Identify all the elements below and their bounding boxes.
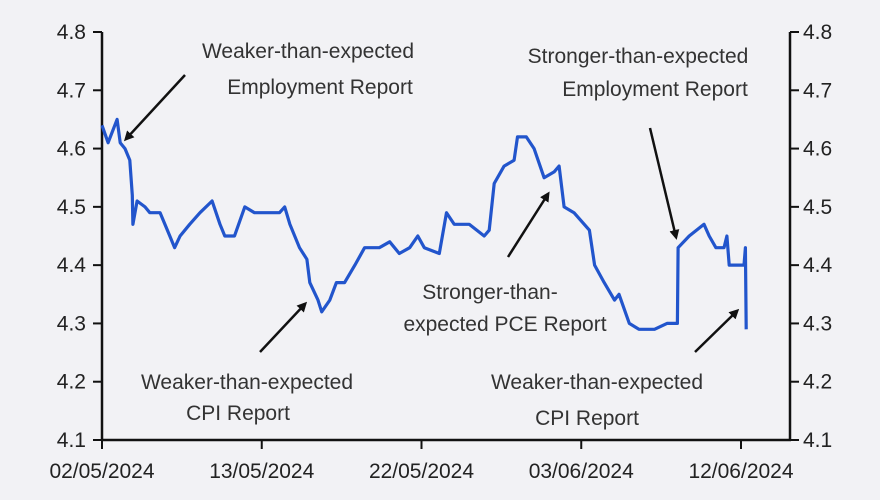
annotation-1-line1: Weaker-than-expected (202, 40, 414, 63)
annotation-arrow-1 (123, 74, 186, 142)
y-tick-label: 4.6 (57, 138, 86, 161)
y2-tick-label: 4.4 (803, 254, 833, 277)
annotation-arrow-4 (259, 301, 308, 353)
annotation-1-line2: Employment Report (227, 76, 413, 99)
y-tick-label: 4.7 (57, 79, 86, 102)
annotation-arrow-2 (648, 127, 680, 240)
annotation-3-line1: Stronger-than- (422, 281, 557, 304)
x-tick-label: 22/05/2024 (369, 460, 474, 483)
y2-tick-label: 4.7 (803, 79, 832, 102)
x-tick-label: 02/05/2024 (49, 460, 154, 483)
x-tick-label: 12/06/2024 (688, 460, 793, 483)
annotation-4-line2: CPI Report (186, 402, 290, 425)
annotations: Weaker-than-expected Employment Report S… (123, 40, 749, 430)
y2-tick-label: 4.5 (803, 196, 832, 219)
y2-tick-label: 4.6 (803, 138, 832, 161)
annotation-arrow-5 (694, 308, 740, 353)
annotation-3-line2: expected PCE Report (403, 313, 606, 336)
y2-tick-label: 4.8 (803, 21, 832, 44)
annotation-5-line1: Weaker-than-expected (491, 371, 703, 394)
annotation-arrow-3 (506, 191, 550, 258)
series-line (100, 117, 748, 331)
y-tick-label: 4.4 (57, 254, 87, 277)
annotation-2-line2: Employment Report (562, 78, 748, 101)
x-ticks: 02/05/2024 13/05/2024 22/05/2024 03/06/2024… (49, 440, 794, 483)
y-tick-label: 4.1 (57, 429, 86, 452)
y2-tick-label: 4.2 (803, 371, 832, 394)
y-tick-label: 4.3 (57, 312, 86, 335)
y-ticks: 4.1 4.1 4.2 4.2 4.3 4.3 4.4 4.4 4.5 4.5 4.6 4.6 4.7 4… (57, 21, 833, 452)
y-tick-label: 4.2 (57, 371, 86, 394)
y-tick-label: 4.8 (57, 21, 86, 44)
y2-tick-label: 4.1 (803, 429, 832, 452)
x-tick-label: 13/05/2024 (209, 460, 314, 483)
axes (100, 32, 792, 442)
annotation-5-line2: CPI Report (535, 407, 639, 430)
x-tick-label: 03/06/2024 (529, 460, 634, 483)
annotation-2-line1: Stronger-than-expected (528, 45, 749, 68)
y-tick-label: 4.5 (57, 196, 86, 219)
annotation-4-line1: Weaker-than-expected (141, 371, 353, 394)
y2-tick-label: 4.3 (803, 312, 832, 335)
